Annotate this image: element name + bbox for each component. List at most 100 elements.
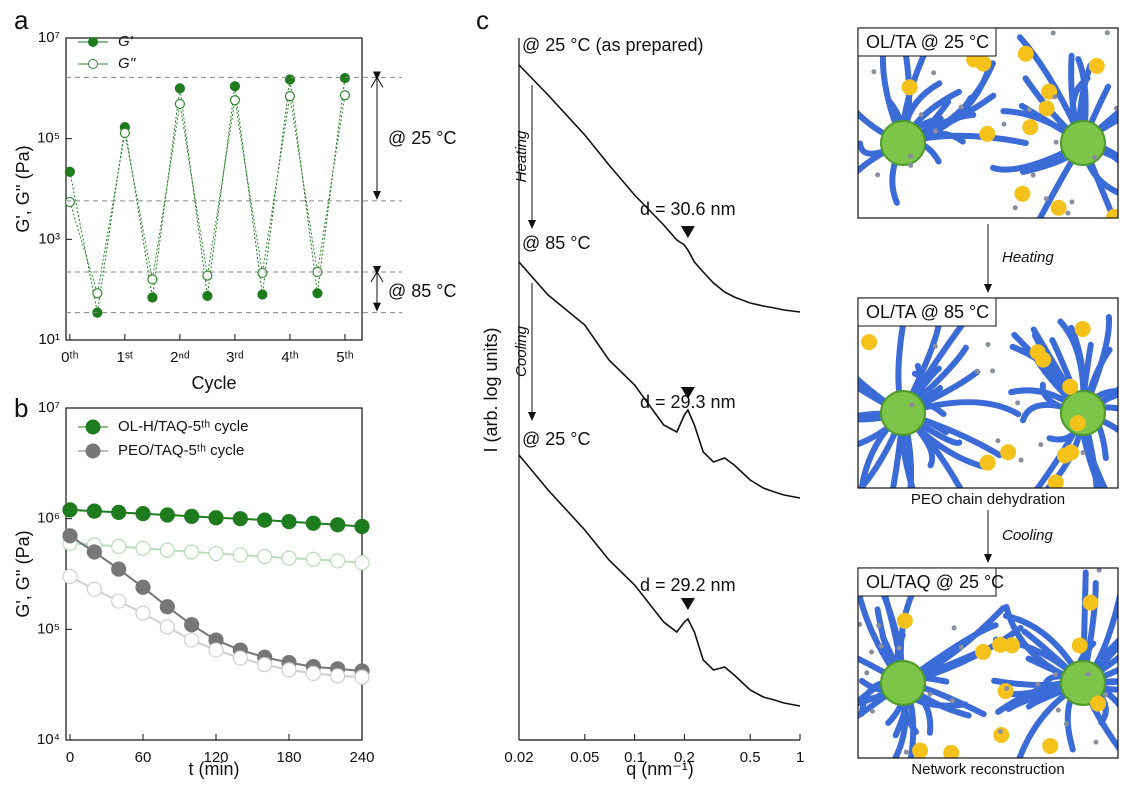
- arrow-label: Cooling: [513, 325, 530, 377]
- data-point: [281, 514, 297, 530]
- panel-letter: b: [14, 393, 28, 423]
- legend-label: OL-H/TAQ-5ᵗʰ cycle: [118, 418, 248, 435]
- y-tick-label: 10⁴: [37, 731, 60, 748]
- data-point: [208, 642, 224, 658]
- data-point: [232, 511, 248, 527]
- data-point: [174, 98, 185, 110]
- water: [1053, 672, 1059, 678]
- water: [876, 623, 882, 629]
- tannic-acid: [912, 742, 929, 758]
- water: [1004, 686, 1010, 692]
- data-point: [257, 289, 268, 300]
- data-point: [330, 668, 346, 684]
- tannic-acid: [1082, 594, 1099, 611]
- x-axis-label: q (nm⁻¹): [626, 759, 694, 779]
- data-point: [184, 508, 200, 524]
- data-point: [284, 91, 296, 102]
- data-point: [354, 555, 370, 571]
- data-point: [208, 510, 224, 526]
- data-point: [86, 503, 102, 519]
- panel-letter: c: [476, 5, 489, 35]
- data-point: [257, 657, 273, 673]
- water: [997, 729, 1003, 735]
- water: [1096, 568, 1102, 573]
- water: [878, 643, 884, 649]
- tannic-acid: [861, 334, 878, 351]
- tannic-acid: [975, 643, 992, 660]
- data-point: [257, 548, 273, 565]
- x-tick-label: 0.2: [674, 749, 695, 766]
- legend-label: G'': [118, 55, 137, 72]
- water: [1055, 707, 1061, 713]
- label-box: [857, 567, 997, 597]
- x-tick-label: 0.1: [624, 749, 645, 766]
- x-tick-label: 4ᵗʰ: [281, 349, 299, 366]
- annotation: @ 25 °C: [522, 429, 591, 449]
- water: [1080, 450, 1086, 456]
- data-point: [281, 662, 297, 678]
- legend-label: PEO/TAQ-5ᵗʰ cycle: [118, 442, 244, 459]
- water: [995, 438, 1001, 444]
- y-tick-label: 10⁶: [37, 510, 60, 527]
- x-tick-label: 0.05: [570, 749, 599, 766]
- tannic-acid: [1090, 695, 1107, 712]
- data-point: [354, 669, 370, 685]
- water: [1053, 139, 1059, 145]
- y-tick-label: 10⁷: [38, 399, 60, 416]
- panel-label: OL/TA @ 85 °C: [866, 302, 989, 322]
- water: [1063, 721, 1069, 727]
- data-point: [229, 81, 241, 92]
- data-point: [184, 544, 200, 560]
- data-point: [62, 568, 78, 585]
- data-point: [339, 72, 351, 84]
- y-tick-label: 10⁵: [37, 620, 60, 637]
- data-point: [62, 528, 78, 544]
- data-point: [159, 599, 175, 615]
- arrow-label: Heating: [513, 130, 530, 182]
- water: [1035, 681, 1041, 687]
- y-tick-label: 10¹: [38, 331, 60, 348]
- water: [1052, 94, 1058, 100]
- illustration: [858, 568, 1118, 758]
- label-box: [857, 297, 997, 327]
- water: [1043, 196, 1049, 202]
- panel-caption: Network reconstruction: [911, 761, 1064, 778]
- data-point: [184, 632, 200, 648]
- x-tick-label: 5ᵗʰ: [336, 349, 354, 366]
- peak-marker: [680, 226, 695, 238]
- data-point: [354, 518, 370, 535]
- data-point: [174, 83, 185, 94]
- data-point: [62, 502, 78, 518]
- water: [1018, 457, 1024, 463]
- data-point: [111, 561, 127, 577]
- illustration: [858, 298, 1118, 488]
- data-point: [202, 290, 213, 302]
- water: [1113, 105, 1118, 111]
- water: [1103, 692, 1109, 698]
- data-point: [305, 665, 321, 681]
- data-point: [232, 547, 248, 563]
- water: [903, 749, 909, 755]
- plot-frame: [65, 37, 363, 341]
- data-point: [305, 515, 321, 531]
- series-line: [69, 95, 346, 294]
- tannic-acid: [1022, 119, 1039, 136]
- series-line: [518, 64, 801, 313]
- water: [1069, 199, 1075, 205]
- water: [1085, 671, 1091, 677]
- tannic-acid: [1069, 415, 1086, 432]
- series-line: [518, 261, 801, 499]
- legend-marker: [85, 443, 101, 459]
- illustration: [858, 28, 1118, 218]
- panel-label: OL/TAQ @ 25 °C: [866, 572, 1004, 592]
- data-point: [135, 605, 151, 621]
- x-axis-label: Cycle: [191, 373, 236, 393]
- tannic-acid: [1071, 637, 1088, 654]
- series-line: [518, 454, 801, 707]
- water: [1065, 210, 1071, 216]
- water: [1012, 205, 1018, 211]
- water: [869, 649, 875, 655]
- y-axis-label: I (arb. log units): [481, 327, 501, 452]
- water: [908, 153, 914, 159]
- tannic-acid: [1047, 474, 1064, 488]
